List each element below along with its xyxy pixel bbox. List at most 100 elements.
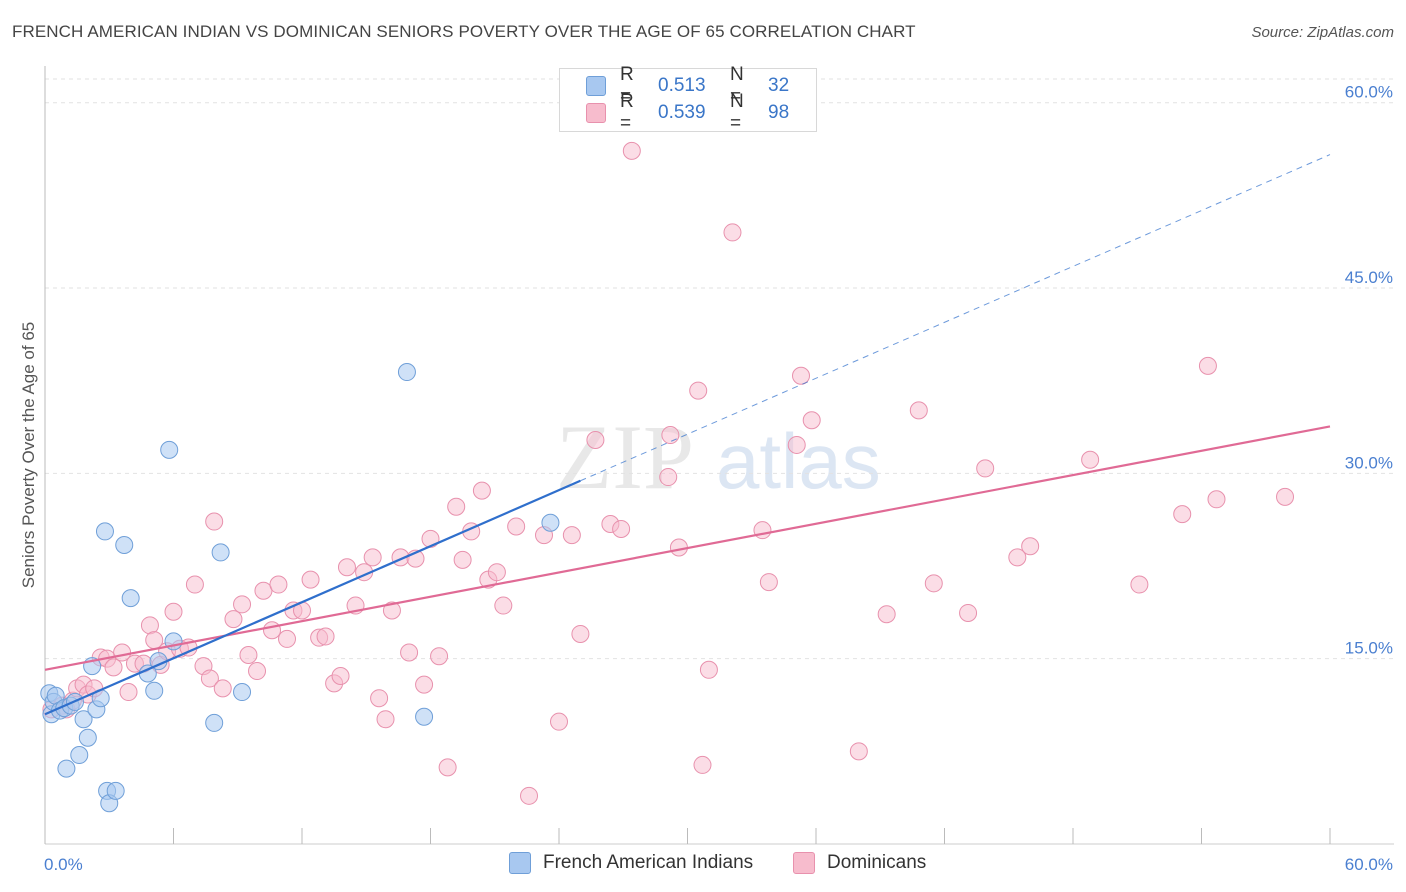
french-american-indians-trend-line (44, 479, 581, 716)
french-american-indians-point (115, 536, 134, 555)
legend-n-value: 98 (768, 102, 790, 123)
dominicans-point (924, 574, 943, 593)
dominicans-point (164, 602, 183, 621)
french-american-indians-point (78, 728, 97, 747)
dominicans-point (421, 529, 440, 548)
bottom-legend-swatch-dominicans (793, 852, 815, 874)
dominicans-point (586, 430, 605, 449)
dominicans-point (337, 558, 356, 577)
dominicans-point (494, 596, 513, 615)
dominicans-point (248, 662, 267, 681)
dominicans-point (263, 621, 282, 640)
y-tick-labels: 15.0% 30.0% 45.0% 60.0% (1345, 83, 1393, 658)
dominicans-point (254, 581, 273, 600)
y-tick-label: 45.0% (1345, 268, 1393, 287)
legend-n-label: N = (730, 64, 744, 107)
dominicans-point (233, 595, 252, 614)
x-tick-label: 60.0% (1345, 855, 1393, 874)
dominicans-point (430, 647, 449, 666)
french-american-indians-point (145, 681, 164, 700)
watermark-atlas: atlas (716, 417, 881, 505)
dominicans-point (909, 401, 928, 420)
legend-n-label: N = (730, 91, 744, 134)
dominicans-point (472, 481, 491, 500)
legend-r-label: R = (620, 91, 634, 134)
french-american-indians-points (40, 363, 560, 813)
french-american-indians-point (70, 746, 89, 765)
dominicans-point (224, 610, 243, 629)
dominicans-point (316, 627, 335, 646)
dominicans-point (571, 624, 590, 643)
dominicans-point (659, 468, 678, 487)
dominicans-point (438, 758, 457, 777)
dominicans-point (278, 629, 297, 648)
bottom-legend-item-dominicans: Dominicans (793, 852, 926, 874)
french-american-indians-point (74, 710, 93, 729)
dominicans-point (363, 548, 382, 567)
dominicans-point (376, 710, 395, 729)
dominicans-point (205, 512, 224, 531)
dominicans-trend-line (44, 425, 1331, 671)
dominicans-point (1276, 487, 1295, 506)
dominicans-point (331, 666, 350, 685)
dominicans-point (689, 381, 708, 400)
dominicans-point (959, 603, 978, 622)
legend-r-value: 0.513 (658, 75, 706, 96)
watermark-zip: ZIP (556, 406, 694, 508)
dominicans-point (699, 660, 718, 679)
chart-title: FRENCH AMERICAN INDIAN VS DOMINICAN SENI… (12, 22, 916, 41)
dominicans-point (104, 658, 123, 677)
dominicans-point (562, 526, 581, 545)
french-american-indians-point (106, 781, 125, 800)
dominicans-point (1173, 505, 1192, 524)
dominicans-point (400, 643, 419, 662)
french-american-indians-point (211, 543, 230, 562)
dominicans-point (1207, 490, 1226, 509)
french-american-indians-point (233, 683, 252, 702)
french-american-indians-point (205, 713, 224, 732)
french-american-indians-point (160, 440, 179, 459)
dominicans-point (550, 712, 568, 731)
french-american-indians-point (121, 589, 140, 608)
dominicans-point (693, 755, 712, 774)
dominicans-point (269, 575, 288, 594)
dominicans-point (185, 575, 204, 594)
dominicans-point (792, 366, 811, 385)
french-american-indians-trend-extension (580, 154, 1331, 482)
x-tick-labels: 0.0% 60.0% (44, 855, 1393, 874)
gridlines (45, 78, 1394, 660)
legend-swatch-dominicans (586, 103, 606, 123)
dominicans-point (200, 669, 219, 688)
dominicans-point (370, 689, 389, 708)
dominicans-point (1198, 356, 1217, 375)
dominicans-point (661, 426, 680, 445)
correlation-legend: R = 0.513 N = 32 R = 0.539 N = 98 (559, 64, 817, 134)
y-tick-label: 30.0% (1345, 453, 1393, 472)
y-axis-label: Seniors Poverty Over the Age of 65 (19, 322, 38, 588)
dominicans-point (415, 675, 434, 694)
dominicans-point (787, 435, 806, 454)
bottom-legend-label-dominicans: Dominicans (827, 852, 927, 873)
dominicans-point (1021, 537, 1040, 556)
dominicans-point (1130, 575, 1149, 594)
dominicans-point (453, 550, 472, 569)
french-american-indians-point (541, 513, 560, 532)
french-american-indians-point (95, 522, 114, 541)
dominicans-point (759, 573, 778, 592)
dominicans-point (622, 141, 641, 160)
source-label: Source: ZipAtlas.com (1251, 24, 1394, 41)
dominicans-point (612, 519, 631, 538)
legend-swatch-french-american-indians (586, 76, 606, 96)
dominicans-point (301, 570, 320, 589)
dominicans-point (239, 645, 258, 664)
watermark: ZIP atlas (556, 406, 881, 508)
legend-r-value: 0.539 (658, 102, 706, 123)
dominicans-point (140, 616, 159, 635)
french-american-indians-point (397, 363, 416, 382)
dominicans-point (507, 517, 526, 536)
dominicans-point (213, 679, 232, 698)
dominicans-point (447, 497, 466, 516)
dominicans-point (119, 683, 138, 702)
dominicans-point (1081, 450, 1100, 469)
